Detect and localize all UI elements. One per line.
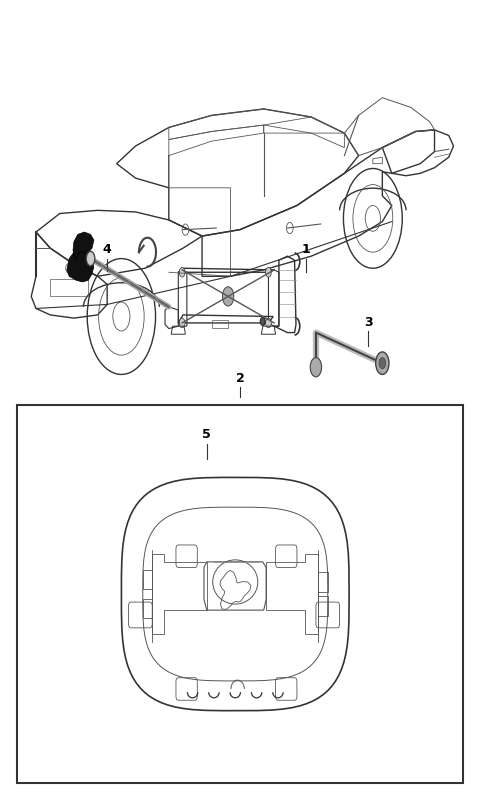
Circle shape	[379, 357, 385, 369]
Text: 5: 5	[203, 428, 211, 441]
Circle shape	[265, 267, 271, 277]
Bar	[212, 320, 228, 328]
Bar	[50, 279, 88, 296]
Polygon shape	[73, 232, 94, 260]
Text: 3: 3	[364, 316, 372, 329]
Text: 4: 4	[103, 243, 111, 256]
Text: 1: 1	[302, 243, 311, 256]
Circle shape	[261, 318, 265, 326]
Circle shape	[86, 251, 95, 266]
Circle shape	[179, 318, 185, 328]
Text: 2: 2	[236, 372, 244, 385]
Circle shape	[376, 352, 389, 374]
Polygon shape	[67, 250, 94, 282]
Circle shape	[222, 287, 234, 306]
Circle shape	[179, 267, 185, 277]
Bar	[17, 405, 463, 783]
Circle shape	[265, 318, 271, 328]
Circle shape	[310, 357, 322, 377]
